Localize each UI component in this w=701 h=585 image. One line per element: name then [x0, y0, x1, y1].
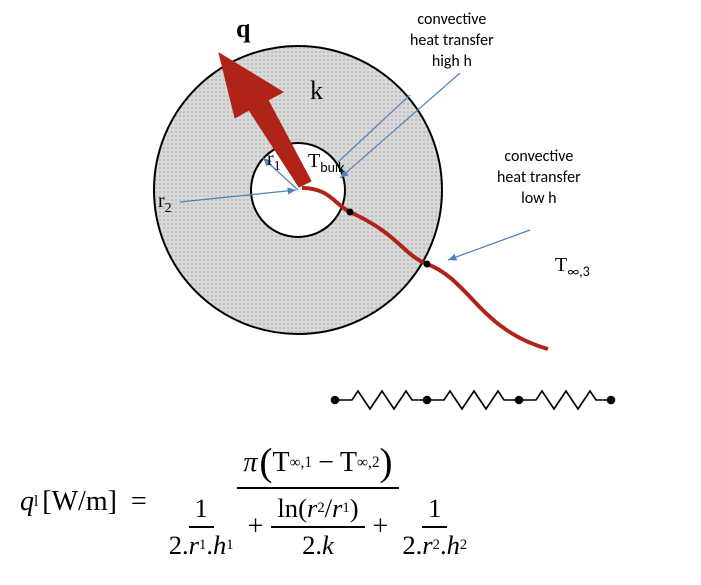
eq-t2-slash: /: [325, 493, 332, 524]
eq-t2-2dot: 2.: [302, 530, 322, 561]
eq-lparen: (: [259, 440, 272, 485]
tbulk-leader: [338, 95, 410, 162]
heat-flux-arrow: [219, 53, 311, 187]
eq-numerator: π ( T∞,1 − T∞,2 ): [237, 438, 398, 489]
eq-t2-r2: r: [307, 493, 317, 524]
eq-t3-dot: .: [440, 530, 447, 561]
eq-t3-num: 1: [422, 491, 447, 528]
eq-t2-r1sub: 1: [342, 500, 349, 517]
eq-t2-ln: ln(: [277, 493, 307, 524]
eq-term1: 1 2. r1 . h1: [163, 491, 240, 563]
eq-t2-k: k: [322, 530, 334, 561]
temp-node-outer: [424, 261, 431, 268]
eq-plus-1: +: [248, 511, 264, 543]
thermal-resistor-chain: [332, 391, 615, 409]
r1-label: r1: [267, 148, 281, 175]
eq-lhs-q: q: [20, 486, 34, 518]
high-h-caption: convective heat transfer high h: [410, 10, 494, 72]
r2-text: r: [158, 190, 165, 212]
eq-t1-hsub: 1: [226, 537, 233, 554]
low-h-arrow: [448, 230, 530, 260]
eq-equals: =: [131, 486, 147, 518]
low-h-line1: convective: [497, 147, 581, 168]
r1-text: r: [267, 148, 274, 170]
high-h-line2: heat transfer: [410, 31, 494, 52]
eq-t1-h: h: [213, 530, 226, 561]
eq-lhs-sub: l: [34, 493, 38, 511]
eq-t2-r2sub: 2: [317, 500, 324, 517]
eq-t3-2dot: 2.: [402, 530, 422, 561]
k-label: k: [310, 76, 323, 106]
r2-label: r2: [158, 190, 172, 217]
high-h-arrow: [340, 73, 460, 178]
eq-rparen: ): [380, 440, 393, 485]
low-h-line2: heat transfer: [497, 168, 581, 189]
eq-t2-rp: ): [350, 493, 359, 524]
eq-t3-hsub: 2: [460, 537, 467, 554]
low-h-line3: low h: [497, 189, 581, 210]
eq-t3-rsub: 2: [433, 537, 440, 554]
eq-t2-r1: r: [332, 493, 342, 524]
r1-sub: 1: [274, 159, 281, 174]
temperature-curve: [302, 188, 548, 349]
q-label: q: [236, 14, 250, 44]
eq-pi: π: [243, 447, 257, 479]
eq-t3-r: r: [422, 530, 432, 561]
eq-plus-2: +: [373, 511, 389, 543]
eq-t1-dot: .: [206, 530, 213, 561]
eq-term2: ln( r2 / r1 ) 2. k: [271, 491, 364, 563]
r2-sub: 2: [165, 201, 172, 216]
heat-equation: ql [W/m] = π ( T∞,1 − T∞,2 ) 1 2. r1 .: [20, 438, 680, 565]
eq-t1-num: 1: [189, 491, 214, 528]
tbulk-sub: bulk: [320, 159, 344, 176]
eq-main-fraction: π ( T∞,1 − T∞,2 ) 1 2. r1 . h1 +: [157, 438, 480, 565]
eq-t3-h: h: [447, 530, 460, 561]
tbulk-text: T: [308, 150, 320, 172]
eq-denominator: 1 2. r1 . h1 + ln( r2 / r1 ): [157, 489, 480, 565]
eq-t1-r: r: [189, 530, 199, 561]
eq-t1-2dot: 2.: [169, 530, 189, 561]
tinf3-sub: ∞,3: [567, 263, 590, 280]
eq-t1-rsub: 1: [199, 537, 206, 554]
temp-node-inner: [347, 209, 354, 216]
low-h-caption: convective heat transfer low h: [497, 147, 581, 209]
high-h-line3: high h: [410, 52, 494, 73]
diagram-canvas: q k r1 r2 Tbulk T∞,3 convective heat tra…: [0, 0, 701, 585]
eq-term3: 1 2. r2 . h2: [396, 491, 473, 563]
tbulk-label: Tbulk: [308, 150, 345, 176]
eq-T1: T: [272, 447, 289, 479]
tinf3-text: T: [555, 254, 567, 276]
eq-T1-sub: ∞,1: [290, 454, 313, 472]
eq-T2-sub: ∞,2: [357, 454, 380, 472]
eq-lhs-unit: [W/m]: [42, 486, 117, 518]
r2-arrow: [180, 190, 296, 202]
eq-T2: T: [340, 447, 357, 479]
tinf3-label: T∞,3: [555, 254, 590, 280]
high-h-line1: convective: [410, 10, 494, 31]
eq-minus: −: [318, 447, 334, 479]
